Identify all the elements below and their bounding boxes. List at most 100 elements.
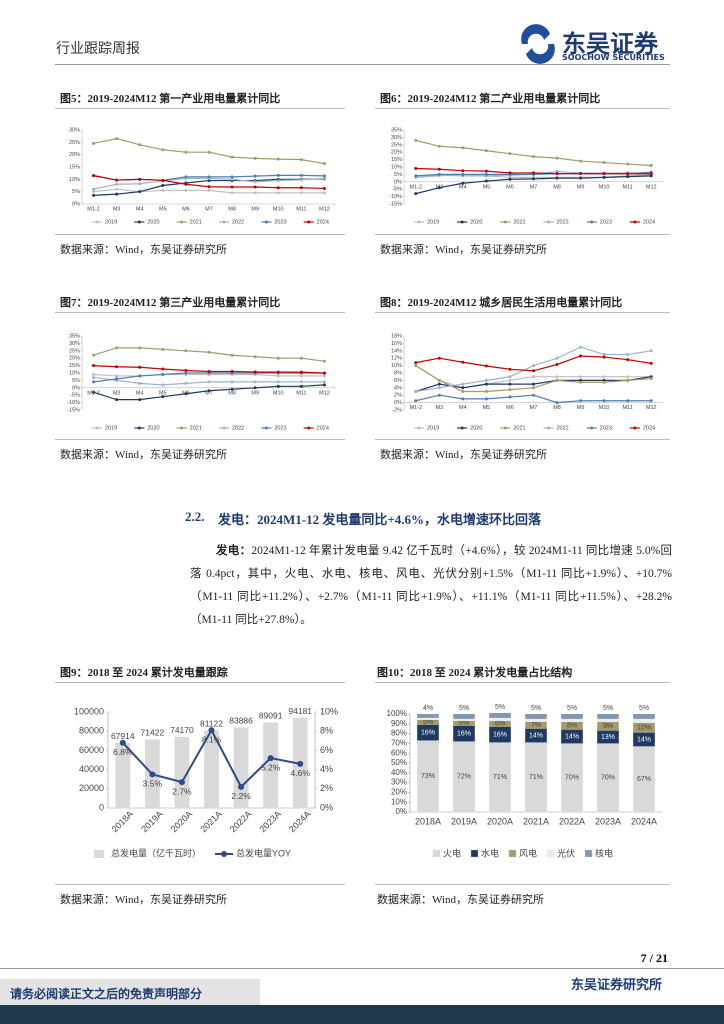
x-tick-label: M6 <box>182 206 190 212</box>
legend-label: 2021 <box>190 425 202 431</box>
point <box>207 350 211 354</box>
x-tick-label: 2021A <box>523 816 549 826</box>
footer-org: 东吴证券研究所 <box>570 977 662 992</box>
chart: -15%-10%-5%0%5%10%15%20%25%30%35%M1-2M3M… <box>389 127 663 225</box>
bar-segment <box>489 713 511 718</box>
disclaimer: 请务必阅读正文之后的免责声明部分 <box>10 987 203 1001</box>
point <box>322 380 326 384</box>
point <box>555 169 559 173</box>
point <box>484 364 488 368</box>
point <box>649 377 653 381</box>
point <box>602 175 606 179</box>
bar-segment <box>633 722 655 733</box>
legend-label: 2022 <box>557 425 569 431</box>
legend-swatch <box>590 220 594 224</box>
point <box>161 178 165 182</box>
point <box>508 367 512 371</box>
point <box>184 182 188 186</box>
point <box>184 392 188 396</box>
point <box>299 186 303 190</box>
legend-swatch <box>460 220 464 224</box>
source: 数据来源：Wind，东吴证券研究所 <box>60 449 227 461</box>
point <box>437 186 441 190</box>
y-tick-label: 0% <box>395 807 407 816</box>
y2-tick-label: 8% <box>320 726 333 736</box>
point <box>138 177 142 181</box>
data-label: 14% <box>529 732 543 739</box>
y-tick-label: 20% <box>391 788 407 797</box>
legend-swatch <box>590 426 594 430</box>
data-label: 70% <box>565 775 579 782</box>
point <box>297 760 304 767</box>
x-tick-label: M10 <box>599 184 610 190</box>
bar-segment <box>561 729 583 744</box>
point <box>92 193 96 197</box>
bar-segment <box>417 717 439 720</box>
bar-segment <box>633 718 655 723</box>
x-tick-label: M9 <box>251 206 259 212</box>
y-tick-label: 25% <box>69 348 80 354</box>
data-label: 71% <box>529 774 543 781</box>
point <box>414 399 418 403</box>
point <box>276 186 280 190</box>
x-tick-label: M11 <box>623 405 633 411</box>
x-tick-label: M7 <box>205 390 213 396</box>
bar-segment <box>417 724 439 741</box>
point <box>92 372 96 376</box>
point <box>276 157 280 161</box>
point <box>626 175 630 179</box>
point <box>253 174 257 178</box>
bar-segment <box>597 718 619 722</box>
point <box>649 349 653 353</box>
y-tick-label: -15% <box>67 407 80 413</box>
point <box>299 178 303 182</box>
point <box>115 374 119 378</box>
x-tick-label: M3 <box>113 390 121 396</box>
point <box>322 174 326 178</box>
legend-swatch <box>547 220 550 224</box>
figure-title: 图6：2019-2024M12 第二产业用电量累计同比 <box>380 93 601 105</box>
point <box>238 783 245 790</box>
point <box>253 191 257 195</box>
y-tick-label: 0% <box>72 201 80 207</box>
y-tick-label: 8% <box>394 370 402 376</box>
brand-en: SOOCHOW SECURITIES <box>562 53 665 62</box>
data-label: 14% <box>565 733 579 740</box>
x-tick-label: M9 <box>251 390 259 396</box>
point <box>626 172 630 176</box>
legend-swatch <box>417 220 421 224</box>
legend-label: 2020 <box>147 425 159 431</box>
point <box>115 187 119 191</box>
x-tick-label: M3 <box>435 405 443 411</box>
point <box>299 370 303 374</box>
y-tick-label: 20% <box>391 150 402 156</box>
x-tick-label: M12 <box>319 206 330 212</box>
legend-swatch <box>95 426 99 430</box>
point <box>437 386 441 390</box>
legend-swatch <box>633 220 637 224</box>
point <box>299 374 303 378</box>
point <box>115 377 119 381</box>
point <box>602 399 606 403</box>
data-label: 7% <box>531 722 541 729</box>
point <box>484 378 488 382</box>
legend-swatch <box>546 849 555 858</box>
point <box>555 401 559 405</box>
data-label: 83886 <box>229 716 253 726</box>
y-tick-label: 15% <box>391 157 402 163</box>
bar-segment <box>561 721 583 730</box>
point <box>532 369 535 373</box>
point <box>115 365 119 369</box>
y-tick-label: 16% <box>391 341 402 347</box>
legend-label: 2021 <box>190 219 202 225</box>
legend-swatch <box>432 849 441 858</box>
bar-segment <box>417 714 439 718</box>
point <box>461 146 465 150</box>
bar-segment <box>453 741 475 812</box>
legend-label: 2019 <box>427 425 439 431</box>
point <box>184 175 188 179</box>
source: 数据来源：Wind，东吴证券研究所 <box>380 449 547 461</box>
x-tick-label: M12 <box>646 405 657 411</box>
point <box>461 382 465 386</box>
x-tick-label: M6 <box>506 184 514 190</box>
